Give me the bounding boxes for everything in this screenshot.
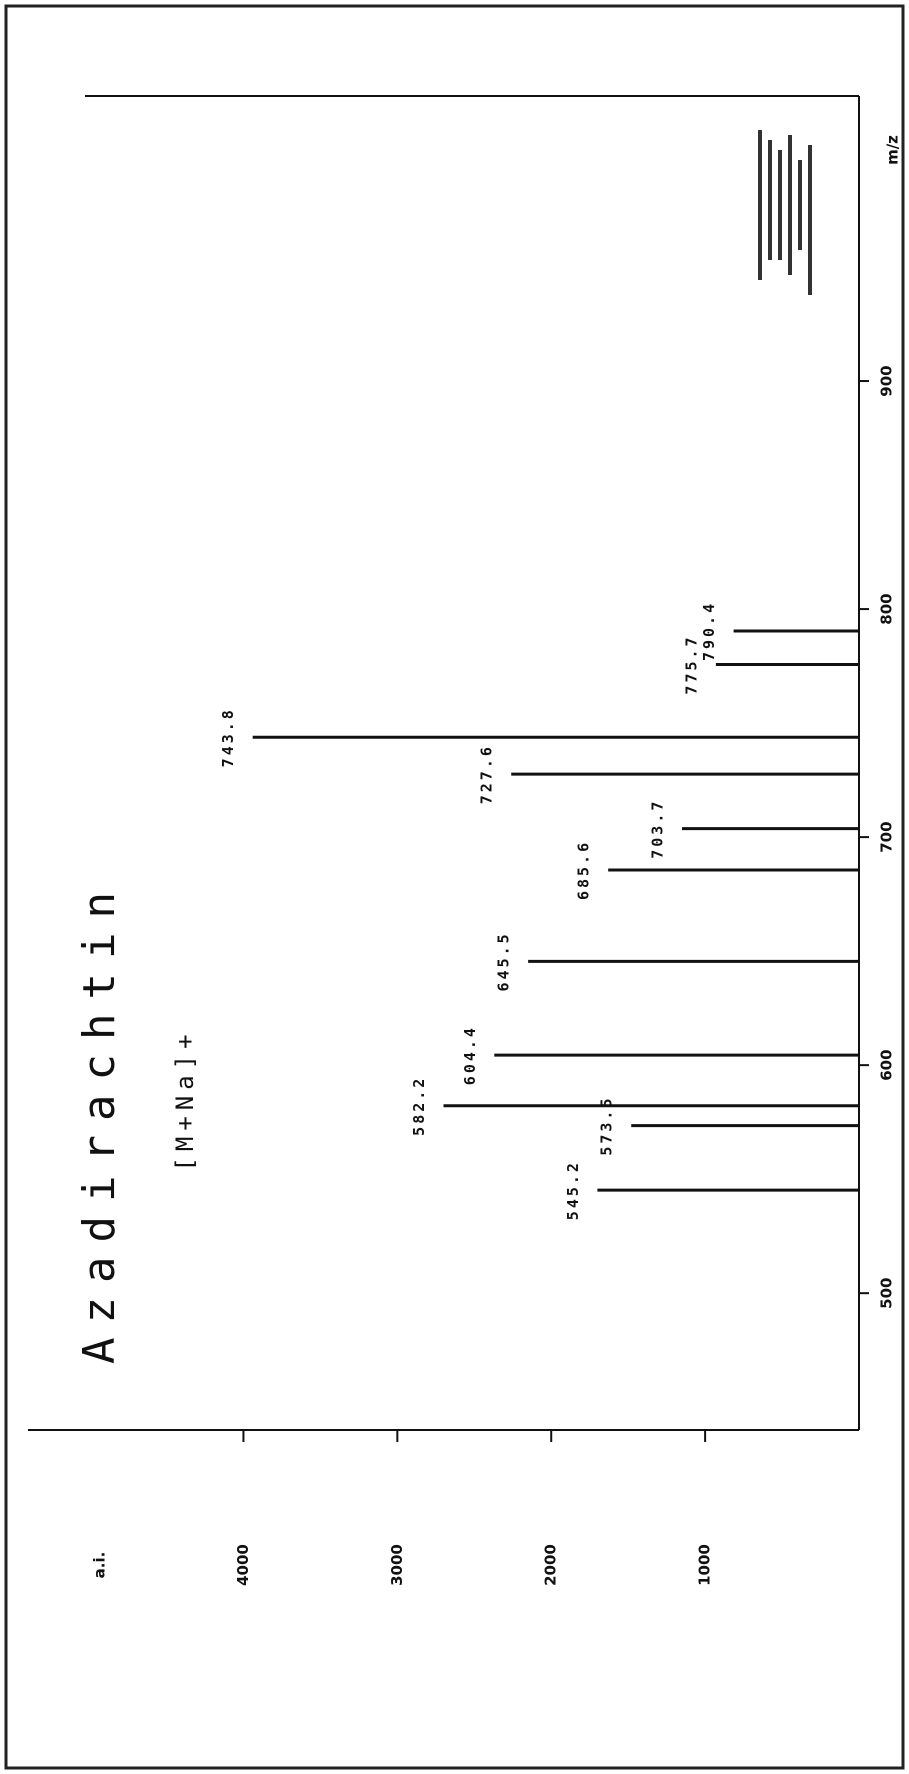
chart-title: Azadirachtin <box>74 878 125 1364</box>
peak-label: 604.4 <box>461 1025 479 1085</box>
y-tick-label: 3000 <box>388 1544 406 1586</box>
x-axis-label: m/z <box>884 135 902 165</box>
peak-label: 645.5 <box>495 931 513 991</box>
page-frame <box>6 6 903 1768</box>
chart: Azadirachtin [M+Na]+ m/z a.i. 1000 2000 3000 40… <box>0 0 909 1774</box>
peak-label: 545.2 <box>564 1160 582 1220</box>
x-tick-label: 700 <box>878 821 896 852</box>
annotation: [M+Na]+ <box>171 1028 199 1171</box>
x-tick-label: 500 <box>878 1278 896 1309</box>
x-tick-label: 900 <box>878 365 896 396</box>
peak-label: 703.7 <box>649 799 667 859</box>
y-tick-label: 2000 <box>542 1544 560 1586</box>
peak-label: 743.8 <box>219 707 237 767</box>
x-tick-label: 800 <box>878 593 896 624</box>
peak-label: 727.6 <box>478 744 496 804</box>
peak-label: 790.4 <box>700 601 718 661</box>
y-tick-label: 4000 <box>234 1544 252 1586</box>
y-axis-label: a.i. <box>91 1552 109 1579</box>
peak-label: 582.2 <box>410 1076 428 1136</box>
x-tick-label: 600 <box>878 1049 896 1080</box>
y-tick-label: 1000 <box>696 1544 714 1586</box>
peak-label: 685.6 <box>575 840 593 900</box>
parameter-block <box>758 130 812 295</box>
peak-label: 775.7 <box>682 634 700 694</box>
